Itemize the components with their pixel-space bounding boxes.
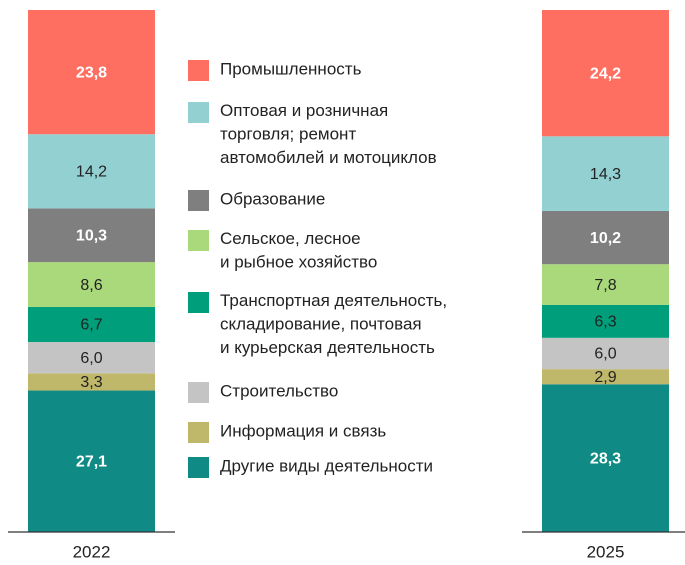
x-tick-label: 2022 xyxy=(73,542,111,561)
bar-segment xyxy=(542,369,669,385)
bar-segment xyxy=(28,208,155,263)
legend-swatch xyxy=(188,190,209,211)
x-tick-label: 2025 xyxy=(587,542,625,561)
legend-label: Строительство xyxy=(220,381,338,400)
legend-swatch xyxy=(188,382,209,403)
data-label: 8,6 xyxy=(80,277,102,294)
bar-segment xyxy=(542,337,669,370)
bar-segment xyxy=(542,136,669,211)
data-label: 28,3 xyxy=(590,450,621,467)
bar-segment xyxy=(28,390,155,532)
legend-swatch xyxy=(188,230,209,251)
data-label: 27,1 xyxy=(76,453,107,470)
legend-swatch xyxy=(188,292,209,313)
data-label: 2,9 xyxy=(594,369,616,386)
legend-label: Информация и связь xyxy=(220,421,386,440)
bar-segment xyxy=(28,134,155,209)
bar-segment xyxy=(542,10,669,137)
legend-swatch xyxy=(188,102,209,123)
legend-label: Транспортная деятельность, складирование,… xyxy=(220,291,447,357)
legend-swatch xyxy=(188,457,209,478)
data-label: 6,0 xyxy=(80,350,102,367)
legend-swatch xyxy=(188,422,209,443)
legend-label: Сельское, лесное и рыбное хозяйство xyxy=(220,229,377,272)
data-label: 6,3 xyxy=(594,314,616,331)
legend-label: Оптовая и розничная торговля; ремонт автом… xyxy=(220,101,437,167)
bar-segment xyxy=(542,210,669,265)
bar-segment xyxy=(28,373,155,391)
data-label: 6,7 xyxy=(80,317,102,334)
data-label: 14,3 xyxy=(590,166,621,183)
data-label: 10,3 xyxy=(76,227,107,244)
bar-segment xyxy=(542,384,669,532)
data-label: 14,2 xyxy=(76,164,107,181)
legend-label: Другие виды деятельности xyxy=(220,456,433,475)
legend-label: Промышленность xyxy=(220,59,362,78)
data-label: 23,8 xyxy=(76,64,107,81)
bar-segment xyxy=(28,341,155,374)
bar-segment xyxy=(28,262,155,308)
bar-segment xyxy=(28,10,155,135)
legend-label: Образование xyxy=(220,189,325,208)
data-label: 10,2 xyxy=(590,230,621,247)
bar-segment xyxy=(542,304,669,338)
data-label: 6,0 xyxy=(594,346,616,363)
data-label: 24,2 xyxy=(590,65,621,82)
bar-segment xyxy=(542,264,669,305)
data-label: 7,8 xyxy=(594,277,616,294)
bar-segment xyxy=(28,307,155,342)
legend-swatch xyxy=(188,60,209,81)
data-label: 3,3 xyxy=(80,374,102,391)
